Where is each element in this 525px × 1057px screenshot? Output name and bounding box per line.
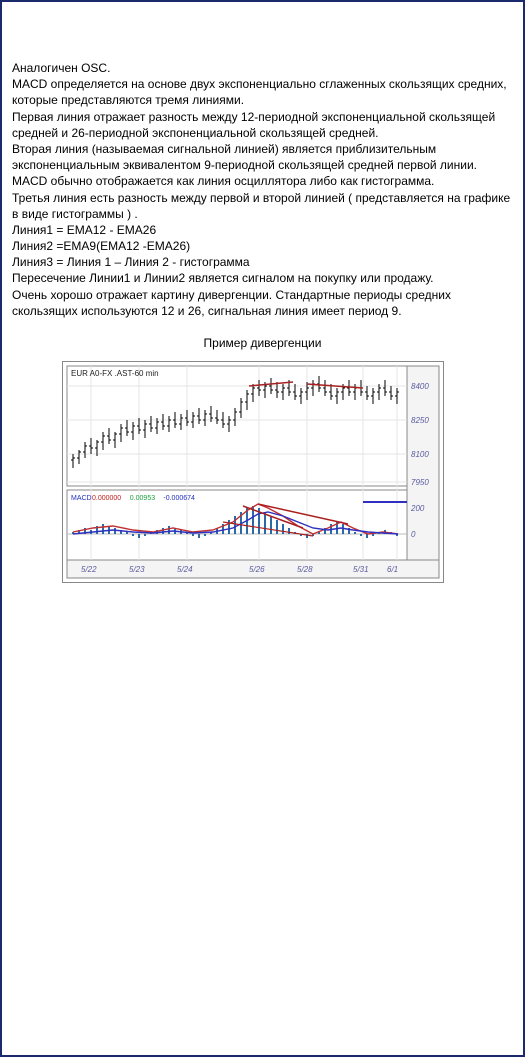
formula-line: Линия1 = EMA12 - EMA26 <box>12 222 513 238</box>
svg-text:5/23: 5/23 <box>129 565 145 574</box>
svg-text:EUR A0-FX .AST-60 min: EUR A0-FX .AST-60 min <box>71 369 159 378</box>
svg-text:8100: 8100 <box>411 450 429 459</box>
svg-text:7950: 7950 <box>411 478 429 487</box>
divergence-chart: 8400 8250 8100 7950 200 0 5/22 5/23 5/24 5/26 5/28… <box>62 361 444 583</box>
chart-caption: Пример дивергенции <box>12 335 513 351</box>
svg-text:8250: 8250 <box>411 416 429 425</box>
svg-text:0.00953: 0.00953 <box>130 495 155 502</box>
formula-line: Линия3 = Линия 1 – Линия 2 - гистограмма <box>12 254 513 270</box>
paragraph: Первая линия отражает разность между 12-… <box>12 109 513 141</box>
formula-line: Линия2 =EMA9(EMA12 -EMA26) <box>12 238 513 254</box>
paragraph: Третья линия есть разность между первой … <box>12 190 513 222</box>
svg-text:0: 0 <box>411 530 416 539</box>
paragraph: MACD определяется на основе двух экспоне… <box>12 76 513 108</box>
svg-text:5/22: 5/22 <box>81 565 97 574</box>
chart-container: 8400 8250 8100 7950 200 0 5/22 5/23 5/24 5/26 5/28… <box>62 361 442 583</box>
svg-text:5/24: 5/24 <box>177 565 193 574</box>
svg-text:6/1: 6/1 <box>387 565 398 574</box>
svg-text:0.000000: 0.000000 <box>92 495 121 502</box>
paragraph: Вторая линия (называемая сигнальной лини… <box>12 141 513 190</box>
paragraph: Аналогичен OSC. <box>12 60 513 76</box>
svg-text:8400: 8400 <box>411 382 429 391</box>
paragraph: Пересечение Линии1 и Линии2 является сиг… <box>12 270 513 286</box>
svg-text:-0.000674: -0.000674 <box>163 495 195 502</box>
svg-text:MACD: MACD <box>71 495 92 502</box>
svg-text:5/28: 5/28 <box>297 565 313 574</box>
svg-text:5/31: 5/31 <box>353 565 369 574</box>
paragraph: Очень хорошо отражает картину дивергенци… <box>12 287 513 319</box>
svg-text:5/26: 5/26 <box>249 565 265 574</box>
svg-text:200: 200 <box>410 504 425 513</box>
article-body: Аналогичен OSC. MACD определяется на осн… <box>12 60 513 583</box>
